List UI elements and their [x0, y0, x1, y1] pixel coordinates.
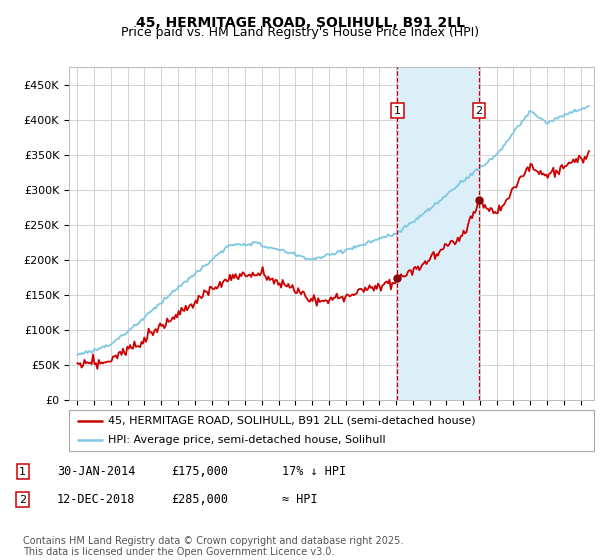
Text: 2: 2: [476, 105, 482, 115]
Text: £175,000: £175,000: [171, 465, 228, 478]
Text: £285,000: £285,000: [171, 493, 228, 506]
Text: 1: 1: [394, 105, 401, 115]
Text: ≈ HPI: ≈ HPI: [282, 493, 317, 506]
Text: 30-JAN-2014: 30-JAN-2014: [57, 465, 136, 478]
Text: 2: 2: [19, 494, 26, 505]
Text: Contains HM Land Registry data © Crown copyright and database right 2025.
This d: Contains HM Land Registry data © Crown c…: [23, 535, 403, 557]
Point: [392, 273, 402, 282]
Text: 45, HERMITAGE ROAD, SOLIHULL, B91 2LL: 45, HERMITAGE ROAD, SOLIHULL, B91 2LL: [136, 16, 464, 30]
Text: 45, HERMITAGE ROAD, SOLIHULL, B91 2LL (semi-detached house): 45, HERMITAGE ROAD, SOLIHULL, B91 2LL (s…: [109, 416, 476, 426]
Text: 17% ↓ HPI: 17% ↓ HPI: [282, 465, 346, 478]
Point: [475, 196, 484, 205]
Text: Price paid vs. HM Land Registry's House Price Index (HPI): Price paid vs. HM Land Registry's House …: [121, 26, 479, 39]
Text: 12-DEC-2018: 12-DEC-2018: [57, 493, 136, 506]
Bar: [397, 67, 479, 400]
Text: 1: 1: [19, 466, 26, 477]
Text: HPI: Average price, semi-detached house, Solihull: HPI: Average price, semi-detached house,…: [109, 435, 386, 445]
